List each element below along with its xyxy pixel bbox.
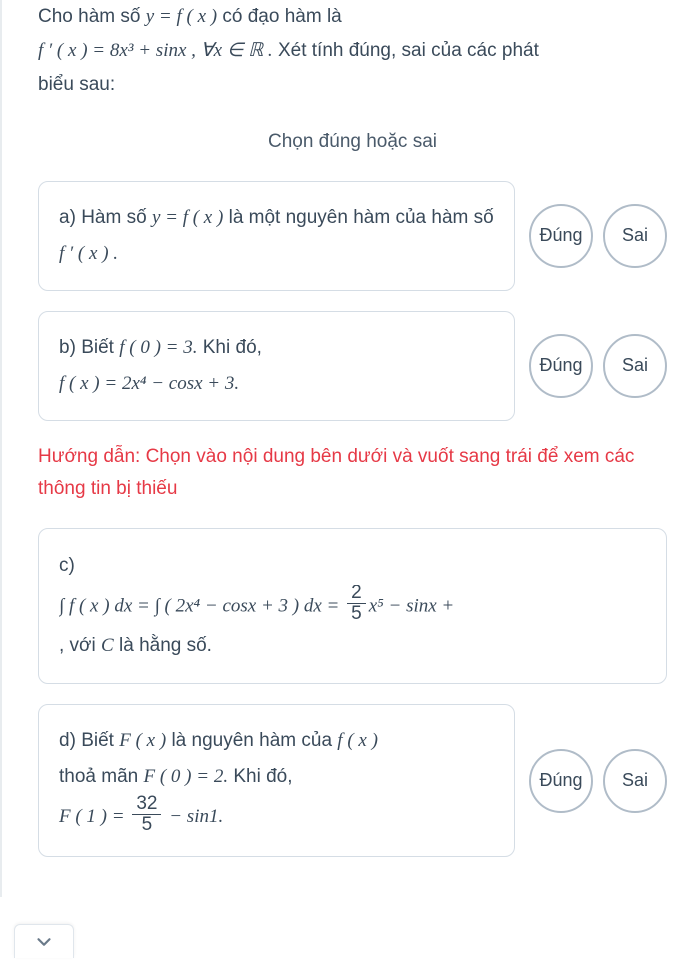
option-label: c) bbox=[59, 555, 75, 576]
option-text: thoả mãn bbox=[59, 766, 144, 787]
false-button[interactable]: Sai bbox=[603, 749, 667, 813]
question-container: Cho hàm số y = f ( x ) có đạo hàm là f ′… bbox=[0, 0, 687, 897]
option-text: Hàm số bbox=[81, 207, 152, 228]
option-text: Biết bbox=[81, 337, 119, 358]
stem-text: có đạo hàm là bbox=[217, 6, 342, 27]
option-a-row: a) Hàm số y = f ( x ) là một nguyên hàm … bbox=[38, 181, 667, 291]
option-c-card[interactable]: c) ∫ f ( x ) dx = ∫ ( 2x⁴ − cosx + 3 ) d… bbox=[38, 528, 667, 685]
true-button[interactable]: Đúng bbox=[529, 749, 593, 813]
option-label: a) bbox=[59, 207, 81, 228]
option-d-row: d) Biết F ( x ) là nguyên hàm của f ( x … bbox=[38, 704, 667, 857]
question-stem: Cho hàm số y = f ( x ) có đạo hàm là f ′… bbox=[38, 0, 667, 103]
stem-text: Xét tính đúng, sai của các phát bbox=[273, 40, 539, 61]
option-d-card[interactable]: d) Biết F ( x ) là nguyên hàm của f ( x … bbox=[38, 704, 515, 857]
fraction: 25 bbox=[347, 585, 366, 626]
option-text: Khi đó, bbox=[228, 766, 292, 787]
true-button[interactable]: Đúng bbox=[529, 204, 593, 268]
option-text: Biết bbox=[81, 730, 119, 751]
fraction-den: 5 bbox=[138, 815, 157, 836]
chevron-down-icon bbox=[33, 931, 55, 953]
stem-text: biểu sau: bbox=[38, 74, 115, 95]
option-b-buttons: Đúng Sai bbox=[529, 311, 667, 421]
false-button[interactable]: Sai bbox=[603, 204, 667, 268]
option-a-card[interactable]: a) Hàm số y = f ( x ) là một nguyên hàm … bbox=[38, 181, 515, 291]
option-math: f ( x ) bbox=[337, 730, 378, 751]
hint-text: Hướng dẫn: Chọn vào nội dung bên dưới và… bbox=[38, 441, 667, 506]
fraction-den: 5 bbox=[347, 604, 366, 625]
option-math: ∫ f ( x ) dx = ∫ ( 2x⁴ − cosx + 3 ) dx = bbox=[59, 595, 344, 616]
option-math: x⁵ − sinx + bbox=[369, 595, 455, 616]
option-b-row: b) Biết f ( 0 ) = 3. Khi đó, f ( x ) = 2… bbox=[38, 311, 667, 421]
instruction-label: Chọn đúng hoặc sai bbox=[38, 131, 667, 153]
fraction: 325 bbox=[132, 794, 161, 837]
option-label: d) bbox=[59, 730, 81, 751]
option-math: y = f ( x ) bbox=[152, 207, 223, 228]
false-button[interactable]: Sai bbox=[603, 334, 667, 398]
collapse-toggle[interactable] bbox=[14, 924, 74, 958]
option-math: F ( x ) bbox=[119, 730, 166, 751]
option-a-buttons: Đúng Sai bbox=[529, 181, 667, 291]
option-text: là một nguyên hàm của hàm số bbox=[223, 207, 493, 228]
fraction-num: 32 bbox=[132, 794, 161, 816]
option-b-card[interactable]: b) Biết f ( 0 ) = 3. Khi đó, f ( x ) = 2… bbox=[38, 311, 515, 421]
option-math: f ′ ( x ) . bbox=[59, 243, 118, 264]
option-math: F ( 0 ) = 2. bbox=[144, 766, 229, 787]
option-text: , với bbox=[59, 635, 101, 656]
option-label: b) bbox=[59, 337, 81, 358]
stem-math-1: y = f ( x ) bbox=[146, 6, 217, 27]
option-math: f ( 0 ) = 3. bbox=[119, 337, 197, 358]
option-math: C bbox=[101, 635, 114, 656]
option-text: là hằng số. bbox=[114, 635, 212, 656]
stem-math-2: f ′ ( x ) = 8x³ + sinx , ∀x ∈ ℝ . bbox=[38, 40, 273, 61]
option-d-buttons: Đúng Sai bbox=[529, 704, 667, 857]
stem-text: Cho hàm số bbox=[38, 6, 146, 27]
fraction-num: 2 bbox=[347, 585, 366, 605]
option-c-expression: ∫ f ( x ) dx = ∫ ( 2x⁴ − cosx + 3 ) dx =… bbox=[59, 585, 646, 628]
option-text: Khi đó, bbox=[197, 337, 261, 358]
option-math: − sin1. bbox=[164, 806, 223, 827]
option-math: f ( x ) = 2x⁴ − cosx + 3. bbox=[59, 373, 239, 394]
true-button[interactable]: Đúng bbox=[529, 334, 593, 398]
option-text: là nguyên hàm của bbox=[166, 730, 337, 751]
option-math: F ( 1 ) = bbox=[59, 806, 129, 827]
